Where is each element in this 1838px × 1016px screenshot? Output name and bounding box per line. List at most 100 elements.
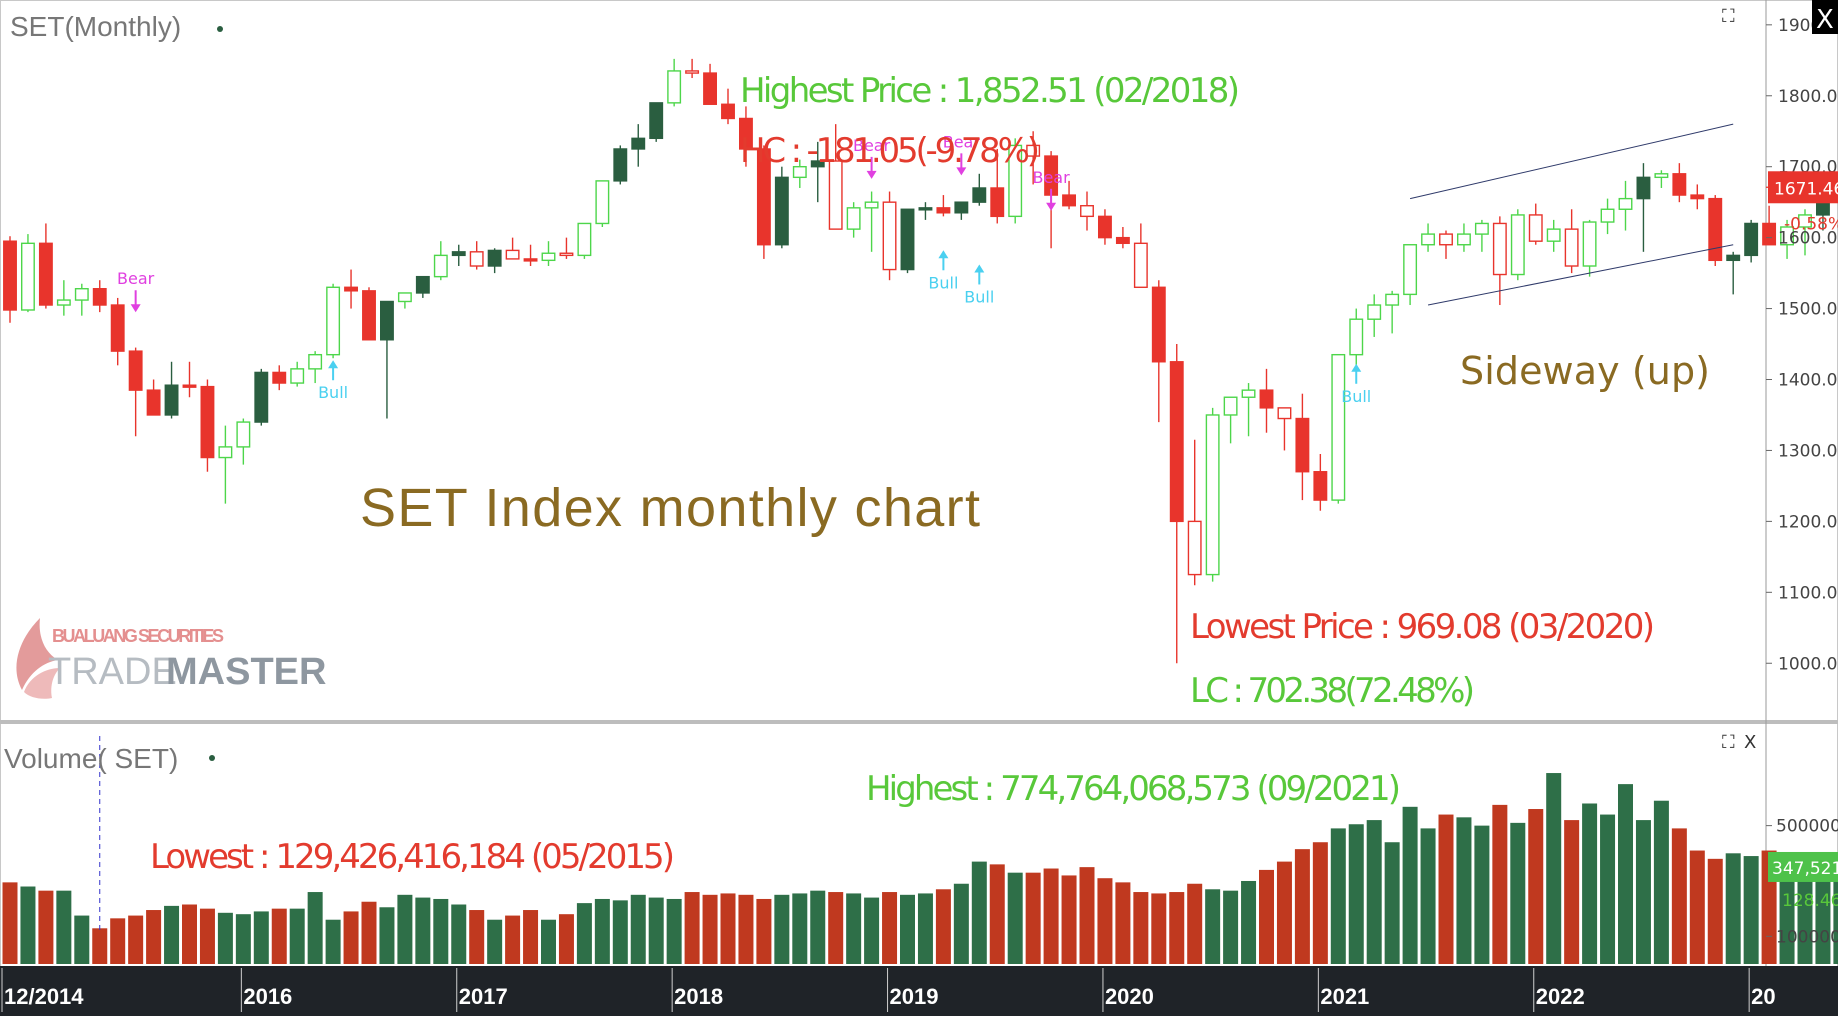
volume-bar[interactable]	[110, 918, 126, 964]
candle[interactable]	[954, 201, 969, 220]
candle[interactable]	[1062, 180, 1077, 210]
candle[interactable]	[451, 244, 466, 267]
candle[interactable]	[631, 124, 646, 167]
candle[interactable]	[1295, 393, 1310, 501]
candle[interactable]	[1582, 219, 1597, 277]
candle[interactable]	[1385, 290, 1400, 334]
candle[interactable]	[200, 379, 215, 472]
volume-bar[interactable]	[1671, 828, 1687, 964]
volume-bar[interactable]	[953, 883, 969, 964]
volume-bar[interactable]	[433, 898, 449, 964]
volume-bar[interactable]	[1528, 809, 1544, 964]
candle[interactable]	[1169, 344, 1184, 664]
volume-bar[interactable]	[74, 915, 90, 964]
candle[interactable]	[1187, 439, 1202, 586]
candle[interactable]	[1762, 205, 1777, 246]
volume-bar[interactable]	[1833, 869, 1838, 964]
candle[interactable]	[1798, 209, 1812, 256]
volume-bar[interactable]	[882, 892, 898, 964]
candle[interactable]	[1636, 163, 1651, 252]
candle[interactable]	[326, 283, 341, 359]
candle[interactable]	[1259, 368, 1274, 433]
volume-bar[interactable]	[792, 893, 808, 964]
candle[interactable]	[1223, 396, 1238, 444]
volume-bar[interactable]	[253, 911, 269, 964]
volume-bar[interactable]	[415, 897, 431, 964]
volume-bar[interactable]	[594, 898, 610, 964]
candle[interactable]	[613, 145, 628, 185]
candle[interactable]	[128, 347, 143, 437]
candle[interactable]	[1026, 131, 1041, 185]
volume-bar[interactable]	[325, 919, 341, 964]
volume-bar[interactable]	[738, 894, 754, 964]
volume-bar[interactable]	[630, 894, 646, 964]
candle[interactable]	[1510, 209, 1525, 281]
volume-bar[interactable]	[505, 915, 521, 964]
candle[interactable]	[1205, 407, 1220, 582]
volume-bar[interactable]	[235, 914, 251, 964]
volume-bar[interactable]	[1025, 872, 1041, 964]
candle[interactable]	[362, 287, 376, 341]
candle[interactable]	[487, 248, 502, 274]
volume-bar[interactable]	[199, 908, 215, 964]
volume-bar[interactable]	[612, 900, 628, 964]
candle[interactable]	[1151, 280, 1166, 423]
volume-bar[interactable]	[164, 905, 180, 964]
candle[interactable]	[182, 361, 197, 398]
volume-bar[interactable]	[1348, 824, 1364, 964]
volume-bar[interactable]	[361, 901, 377, 964]
candle[interactable]	[236, 418, 251, 465]
volume-bar[interactable]	[756, 898, 772, 964]
volume-bar[interactable]	[864, 897, 880, 964]
candle[interactable]	[92, 280, 107, 313]
close-button[interactable]: X	[1812, 0, 1838, 35]
volume-bar[interactable]	[1492, 804, 1508, 964]
volume-bar[interactable]	[182, 904, 197, 965]
volume-bar[interactable]	[1815, 872, 1831, 964]
candle[interactable]	[380, 300, 394, 419]
candle[interactable]	[577, 222, 592, 259]
volume-bar[interactable]	[1635, 820, 1651, 964]
volume-bar[interactable]	[1707, 858, 1723, 964]
volume-bar[interactable]	[1797, 867, 1813, 964]
candle[interactable]	[1708, 195, 1723, 267]
candle[interactable]	[721, 88, 735, 125]
volume-bar[interactable]	[1043, 868, 1059, 964]
volume-bar[interactable]	[1061, 875, 1077, 964]
candle[interactable]	[1080, 191, 1094, 231]
candle[interactable]	[900, 208, 915, 274]
candle[interactable]	[1133, 223, 1148, 288]
candle[interactable]	[1349, 308, 1364, 366]
volume-bar[interactable]	[2, 882, 18, 964]
candle[interactable]	[756, 145, 771, 259]
candle[interactable]	[541, 241, 556, 267]
volume-bar[interactable]	[1259, 869, 1274, 964]
candle[interactable]	[505, 237, 520, 260]
candle[interactable]	[38, 223, 53, 309]
candle[interactable]	[703, 63, 717, 105]
volume-bar[interactable]	[289, 908, 305, 964]
candle[interactable]	[110, 297, 125, 366]
volume-bar[interactable]	[1007, 872, 1023, 964]
volume-bar[interactable]	[1564, 820, 1580, 964]
candle[interactable]	[21, 234, 35, 313]
candle[interactable]	[1367, 294, 1382, 337]
volume-bar[interactable]	[1384, 842, 1400, 964]
volume-bar[interactable]	[702, 894, 718, 964]
volume-bar[interactable]	[1330, 828, 1346, 964]
candle[interactable]	[523, 244, 538, 267]
volume-bar[interactable]	[1582, 803, 1598, 964]
candle[interactable]	[990, 148, 1005, 224]
candle[interactable]	[433, 241, 448, 281]
candle[interactable]	[864, 191, 879, 252]
volume-bar[interactable]	[1618, 784, 1633, 964]
candle[interactable]	[1564, 209, 1579, 274]
candle[interactable]	[1097, 209, 1112, 245]
candle[interactable]	[344, 269, 358, 309]
candle[interactable]	[1690, 184, 1705, 210]
volume-bar[interactable]	[917, 893, 933, 964]
candle[interactable]	[1600, 198, 1615, 235]
volume-bar[interactable]	[1079, 867, 1095, 964]
candle[interactable]	[1421, 223, 1436, 252]
volume-bar[interactable]	[541, 919, 556, 964]
